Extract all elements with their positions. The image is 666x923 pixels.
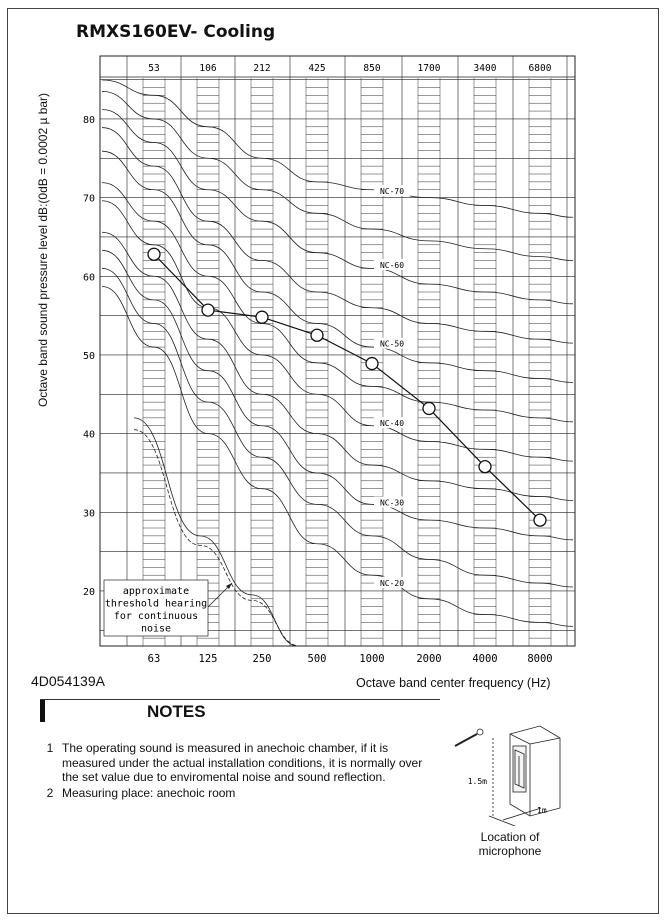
x-tick-label: 4000 [472, 653, 497, 665]
x-tick-label: 2000 [416, 653, 441, 665]
note-item: 2 Measuring place: anechoic room [38, 786, 438, 801]
measured-point [256, 311, 268, 323]
threshold-note-line: approximate [123, 586, 189, 597]
x-tick-label: 500 [308, 653, 327, 665]
nc-curve [102, 91, 573, 260]
top-tick-label: 850 [363, 63, 380, 74]
mic-height-label: 1.5m [468, 777, 487, 786]
measured-point [202, 304, 214, 316]
threshold-note-line: threshold hearing [105, 599, 207, 610]
mic-distance-label: 1m [537, 806, 547, 815]
nc-curve [102, 151, 573, 382]
measured-point [148, 248, 160, 260]
top-tick-label: 1700 [418, 63, 441, 74]
notes-heading: NOTES [147, 702, 206, 722]
document-id: 4D054139A [31, 673, 105, 689]
y-tick-label: 70 [83, 194, 95, 205]
nc-chart: 53 106 212 425 850 1700 3400 6800 20 30 40 50 60 70 80… [0, 0, 666, 672]
x-tick-label: 63 [148, 653, 161, 665]
nc-label: NC-40 [380, 419, 404, 428]
x-tick-label: 125 [199, 653, 218, 665]
note-number: 2 [38, 786, 62, 801]
threshold-note-line: for continuous [114, 611, 198, 622]
x-tick-label: 8000 [527, 653, 552, 665]
notes-list: 1 The operating sound is measured in ane… [38, 741, 438, 801]
note-text: Measuring place: anechoic room [62, 786, 438, 801]
measured-point [366, 358, 378, 370]
measured-point [311, 329, 323, 341]
note-item: 1 The operating sound is measured in ane… [38, 741, 438, 785]
y-tick-label: 20 [83, 587, 95, 598]
notes-marker [40, 700, 45, 722]
top-tick-label: 106 [199, 63, 216, 74]
divider [40, 699, 440, 700]
note-number: 1 [38, 741, 62, 785]
measured-point [423, 402, 435, 414]
nc-label: NC-20 [380, 579, 404, 588]
measured-point [534, 514, 546, 526]
plot-frame [100, 56, 575, 646]
nc-curve [102, 80, 573, 217]
nc-label: NC-70 [380, 187, 404, 196]
nc-curve [102, 286, 573, 626]
top-tick-label: 212 [253, 63, 270, 74]
x-tick-label: 1000 [359, 653, 384, 665]
nc-label: NC-50 [380, 340, 404, 349]
measured-point [479, 461, 491, 473]
y-tick-label: 60 [83, 272, 95, 283]
top-tick-label: 53 [148, 63, 159, 74]
top-tick-label: 6800 [529, 63, 552, 74]
microphone-location-diagram: 1.5m 1m [445, 716, 575, 826]
nc-label: NC-60 [380, 261, 404, 270]
x-tick-label: 250 [253, 653, 272, 665]
x-axis-label: Octave band center frequency (Hz) [356, 676, 551, 690]
measured-series-line [154, 254, 540, 520]
nc-curve [102, 128, 573, 344]
nc-curve [102, 183, 573, 422]
nc-curve [102, 201, 573, 461]
y-tick-label: 40 [83, 430, 95, 441]
y-tick-label: 50 [83, 351, 95, 362]
note-text: The operating sound is measured in anech… [62, 741, 438, 785]
mic-caption: Location of microphone [455, 830, 565, 858]
y-tick-label: 30 [83, 508, 95, 519]
top-tick-label: 425 [308, 63, 325, 74]
top-tick-label: 3400 [474, 63, 497, 74]
threshold-note-line: noise [141, 624, 171, 635]
y-tick-label: 80 [83, 115, 95, 126]
nc-label: NC-30 [380, 499, 404, 508]
